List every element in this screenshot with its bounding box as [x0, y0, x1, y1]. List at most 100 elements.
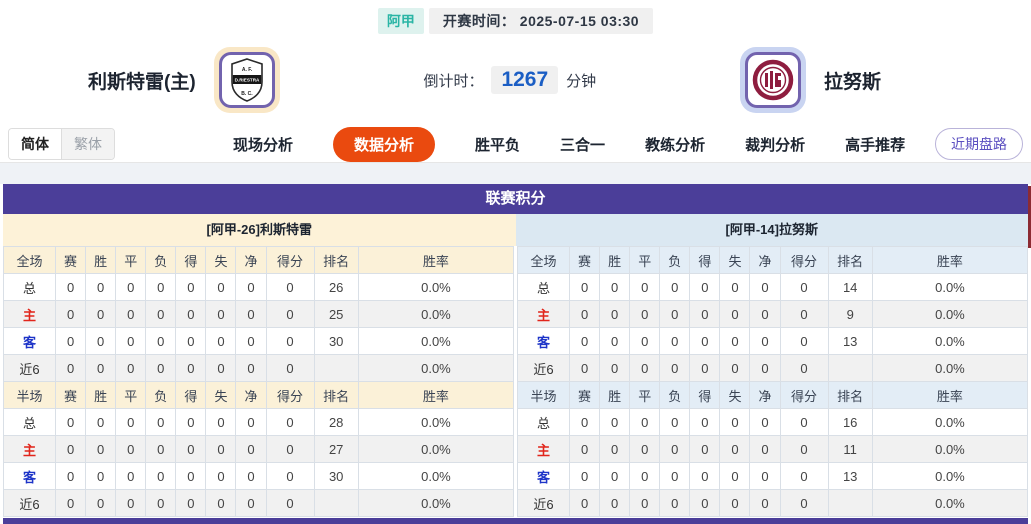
column-header: 排名	[827, 381, 873, 409]
column-header: 得	[689, 381, 721, 409]
table-row: 近6 0 0 0 0 0 0 0 0 0.0%	[516, 489, 1029, 517]
stat-cell: 0	[175, 408, 207, 436]
win-rate-cell: 0.0%	[357, 273, 515, 301]
nav-tab[interactable]: 数据分析	[333, 126, 436, 162]
win-rate-cell: 0.0%	[871, 435, 1029, 463]
stat-cell: 0	[749, 408, 781, 436]
stat-cell: 0	[55, 435, 87, 463]
win-rate-cell: 0.0%	[871, 327, 1029, 355]
section-gap	[0, 163, 1031, 184]
stat-cell: 0	[659, 273, 691, 301]
column-header-row: 全场赛胜平负得失净得分 排名 胜率	[516, 246, 1029, 274]
stat-cell: 0	[85, 327, 117, 355]
nav-tab[interactable]: 三合一	[560, 136, 606, 154]
stat-cell: 0	[235, 273, 267, 301]
rank-cell: 11	[827, 435, 873, 463]
table-row: 总 0 0 0 0 0 0 0 0 14 0.0%	[516, 273, 1029, 301]
stat-cell: 0	[205, 327, 237, 355]
row-label: 客	[516, 327, 571, 355]
stat-cell: 0	[235, 327, 267, 355]
column-header: 得分	[779, 246, 829, 274]
stat-cell: 0	[689, 408, 721, 436]
stat-cell: 0	[599, 273, 631, 301]
stat-cell: 0	[689, 489, 721, 517]
stat-cell: 0	[569, 327, 601, 355]
column-header: 失	[719, 381, 751, 409]
stat-cell: 0	[55, 489, 87, 517]
table-row: 总 0 0 0 0 0 0 0 0 26 0.0%	[2, 273, 515, 301]
stat-cell: 0	[689, 435, 721, 463]
stat-cell: 0	[659, 408, 691, 436]
rank-cell: 27	[313, 435, 359, 463]
countdown-unit: 分钟	[566, 72, 597, 90]
column-header: 平	[629, 246, 661, 274]
stat-cell: 0	[659, 300, 691, 328]
rank-cell	[313, 354, 359, 382]
stat-cell: 0	[749, 273, 781, 301]
row-label: 近6	[516, 489, 571, 517]
stat-cell: 0	[779, 435, 829, 463]
win-rate-cell: 0.0%	[357, 489, 515, 517]
stat-cell: 0	[779, 489, 829, 517]
column-header: 半场	[2, 381, 57, 409]
league-badge[interactable]: 阿甲	[377, 8, 424, 34]
stat-cell: 0	[779, 354, 829, 382]
stat-cell: 0	[599, 489, 631, 517]
stat-cell: 0	[115, 327, 147, 355]
scrollbar-thumb[interactable]	[1028, 186, 1031, 248]
stat-cell: 0	[599, 354, 631, 382]
stat-cell: 0	[115, 435, 147, 463]
stat-cell: 0	[629, 273, 661, 301]
rank-cell	[827, 489, 873, 517]
table-row: 主 0 0 0 0 0 0 0 0 25 0.0%	[2, 300, 515, 328]
stat-cell: 0	[205, 408, 237, 436]
lang-traditional-button[interactable]: 繁体	[62, 129, 114, 159]
stat-cell: 0	[569, 273, 601, 301]
rank-cell: 16	[827, 408, 873, 436]
column-header: 平	[115, 381, 147, 409]
table-row: 近6 0 0 0 0 0 0 0 0 0.0%	[2, 489, 515, 517]
column-header: 半场	[516, 381, 571, 409]
column-header-row: 半场赛胜平负得失净得分 排名 胜率	[2, 381, 515, 409]
rank-cell: 30	[313, 327, 359, 355]
table-row: 主 0 0 0 0 0 0 0 0 11 0.0%	[516, 435, 1029, 463]
stat-cell: 0	[55, 354, 87, 382]
stat-cell: 0	[55, 462, 87, 490]
stat-cell: 0	[265, 408, 315, 436]
win-rate-cell: 0.0%	[871, 273, 1029, 301]
column-header-row: 半场赛胜平负得失净得分 排名 胜率	[516, 381, 1029, 409]
standings-tables: 全场赛胜平负得失净得分 排名 胜率总 0 0 0 0 0 0 0 0 26 0.0% 主 0 0 0 0 0 0 0 0 2…	[2, 246, 1029, 517]
rank-cell	[313, 489, 359, 517]
home-team-logo: A. F. D.RIESTRA B. C.	[213, 47, 280, 113]
column-header: 负	[145, 381, 177, 409]
stat-cell: 0	[265, 273, 315, 301]
countdown-value: 1267	[491, 66, 559, 94]
stat-cell: 0	[749, 489, 781, 517]
stat-cell: 0	[85, 300, 117, 328]
nav-tab[interactable]: 胜平负	[475, 136, 521, 154]
column-header: 赛	[55, 381, 87, 409]
stat-cell: 0	[779, 300, 829, 328]
nav-tab[interactable]: 教练分析	[645, 136, 706, 154]
stat-cell: 0	[85, 273, 117, 301]
stat-cell: 0	[115, 489, 147, 517]
home-table-title: [阿甲-26]利斯特雷	[3, 214, 516, 246]
nav-tab[interactable]: 高手推荐	[845, 136, 906, 154]
recent-trend-button[interactable]: 近期盘路	[935, 128, 1023, 160]
nav-tab[interactable]: 裁判分析	[745, 136, 806, 154]
stat-cell: 0	[265, 489, 315, 517]
stat-cell: 0	[749, 300, 781, 328]
column-header: 得	[175, 246, 207, 274]
table-row: 主 0 0 0 0 0 0 0 0 27 0.0%	[2, 435, 515, 463]
lang-simplified-button[interactable]: 简体	[9, 129, 62, 159]
stat-cell: 0	[779, 462, 829, 490]
rank-cell: 28	[313, 408, 359, 436]
stat-cell: 0	[205, 462, 237, 490]
row-label: 总	[2, 408, 57, 436]
table-row: 客 0 0 0 0 0 0 0 0 30 0.0%	[2, 462, 515, 490]
rank-cell: 25	[313, 300, 359, 328]
nav-tab[interactable]: 现场分析	[233, 136, 294, 154]
row-label: 客	[2, 462, 57, 490]
stat-cell: 0	[235, 489, 267, 517]
stat-cell: 0	[175, 300, 207, 328]
